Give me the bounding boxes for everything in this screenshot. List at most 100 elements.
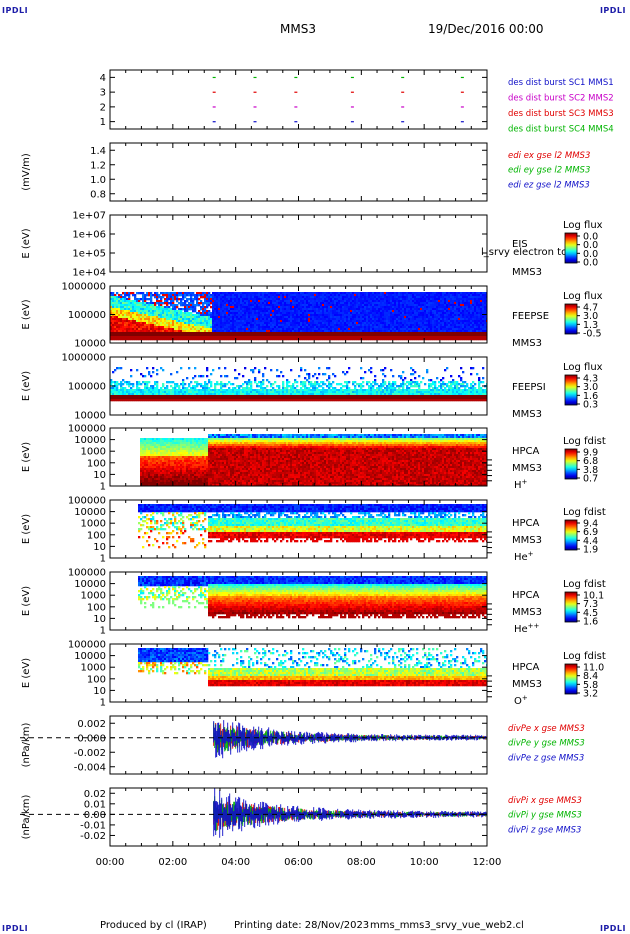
colorbar-title: Log flux <box>563 220 603 231</box>
legend-entry: divPi z gse MMS3 <box>508 825 581 835</box>
burst-mark-3-3 <box>294 91 298 93</box>
colorbar-tick-label: 3.8 <box>583 465 598 476</box>
colorbar-tick-label: 9.4 <box>583 519 598 530</box>
y-tick-label: 0.000 <box>77 733 106 744</box>
date-time-title: 19/Dec/2016 00:00 <box>428 22 544 36</box>
y-tick-label: 10000 <box>74 435 106 446</box>
y-tick-label: -0.02 <box>80 831 106 842</box>
y-tick-label: 10 <box>93 686 106 697</box>
y-tick-label: -0.004 <box>74 762 106 773</box>
legend-entry: des dist burst SC3 MMS3 <box>508 109 614 119</box>
colorbar-tick-label: 3.2 <box>583 689 598 700</box>
charge-label: + <box>522 478 528 486</box>
y-axis-label: E (eV) <box>21 514 32 544</box>
colorbar-tick-label: 3.0 <box>583 311 598 322</box>
panel-frame-eis <box>109 214 488 273</box>
y-tick-label: 1e+06 <box>72 230 106 241</box>
spectrogram-hpca_h <box>140 434 487 486</box>
burst-mark-2-4 <box>350 106 354 108</box>
x-tick-label: 00:00 <box>96 857 125 868</box>
y-axis-label: E (eV) <box>21 586 32 616</box>
burst-mark-4-1 <box>212 76 216 79</box>
y-tick-label: 100000 <box>68 496 106 507</box>
x-tick-label: 10:00 <box>410 857 439 868</box>
panel-frame-divpe <box>109 715 488 775</box>
y-tick-label: 1000 <box>81 591 106 602</box>
burst-mark-4-6 <box>460 76 464 79</box>
burst-mark-3-5 <box>401 91 405 93</box>
y-tick-label: 10 <box>93 614 106 625</box>
footer-produced-by: Produced by cl (IRAP) <box>100 920 207 931</box>
legend-entry: divPi y gse MMS3 <box>508 811 582 821</box>
burst-mark-2-6 <box>460 106 464 108</box>
y-tick-label: 100 <box>87 458 106 469</box>
instrument-label: HPCA <box>512 518 540 529</box>
y-tick-label: 1000 <box>81 447 106 458</box>
species-label: He+ <box>514 550 534 563</box>
panel-frame-edi <box>109 142 488 202</box>
x-tick-label: 02:00 <box>158 857 187 868</box>
burst-mark-3-1 <box>212 91 216 93</box>
spacecraft-label: MMS3 <box>512 409 542 420</box>
colorbar-tick-label: 6.8 <box>583 456 598 467</box>
footer-printing-date: Printing date: 28/Nov/2023 <box>234 920 370 931</box>
colorbar-tick-label: 0.7 <box>583 474 598 485</box>
y-tick-label: 1000000 <box>61 282 106 293</box>
legend-entry: divPe y gse MMS3 <box>508 739 585 749</box>
spacecraft-label: MMS3 <box>512 535 542 546</box>
y-tick-label: 0.002 <box>77 719 106 730</box>
y-axis-label: E (eV) <box>21 228 32 258</box>
burst-mark-3-6 <box>460 91 464 93</box>
burst-mark-2-3 <box>294 106 298 108</box>
y-tick-label: 10 <box>93 470 106 481</box>
instrument-label: HPCA <box>512 446 540 457</box>
timeseries-divpe <box>213 720 487 759</box>
colorbar <box>564 374 578 406</box>
panel-frame-burst <box>109 69 488 130</box>
charge-label: + <box>522 694 528 702</box>
instrument-label: EIS <box>512 239 528 250</box>
y-tick-label: 1 <box>100 482 106 493</box>
colorbar-title: Log fdist <box>563 507 606 518</box>
y-tick-label: 0.8 <box>90 189 106 200</box>
colorbar <box>564 663 578 695</box>
colorbar <box>564 591 578 623</box>
y-tick-label: 1000 <box>81 663 106 674</box>
y-tick-label: 100 <box>87 674 106 685</box>
colorbar-tick-label: 5.8 <box>583 680 598 691</box>
colorbar <box>564 303 578 335</box>
legend-entry: edi ez gse l2 MMS3 <box>508 180 590 190</box>
instrument-label: FEEPSI <box>512 382 546 393</box>
spacecraft-title: MMS3 <box>280 22 316 36</box>
y-tick-label: 100000 <box>68 382 106 393</box>
spectrogram-hpca_hepp <box>138 576 487 619</box>
instrument-label: HPCA <box>512 590 540 601</box>
spectrogram-hpca_o <box>138 648 487 687</box>
burst-mark-1-4 <box>350 121 354 123</box>
colorbar-title: Log fdist <box>563 579 606 590</box>
overlay-label: l_srvy electron to <box>481 247 567 258</box>
spectrogram-feepse <box>110 292 487 341</box>
y-tick-label: 100 <box>87 530 106 541</box>
legend-entry: divPi x gse MMS3 <box>508 796 582 806</box>
burst-mark-4-2 <box>253 76 257 79</box>
y-tick-label: 10000 <box>74 339 106 350</box>
burst-mark-1-1 <box>212 121 216 123</box>
y-axis-label: E (eV) <box>21 658 32 688</box>
legend-entry: des dist burst SC4 MMS4 <box>508 125 614 135</box>
y-tick-label: 100000 <box>68 424 106 435</box>
x-tick-label: 12:00 <box>473 857 502 868</box>
colorbar-tick-label: 4.3 <box>583 374 598 385</box>
colorbar-tick-label: 6.9 <box>583 527 598 538</box>
x-tick-label: 06:00 <box>284 857 313 868</box>
spacecraft-label: MMS3 <box>512 338 542 349</box>
spacecraft-label: MMS3 <box>512 607 542 618</box>
species-label: He++ <box>514 622 540 635</box>
colorbar-tick-label: 3.0 <box>583 382 598 393</box>
y-tick-label: 1e+07 <box>72 211 106 222</box>
colorbar-tick-label: 8.4 <box>583 671 598 682</box>
y-tick-label: 1.0 <box>90 175 106 186</box>
colorbar <box>564 232 578 264</box>
colorbar-tick-label: 9.9 <box>583 448 598 459</box>
